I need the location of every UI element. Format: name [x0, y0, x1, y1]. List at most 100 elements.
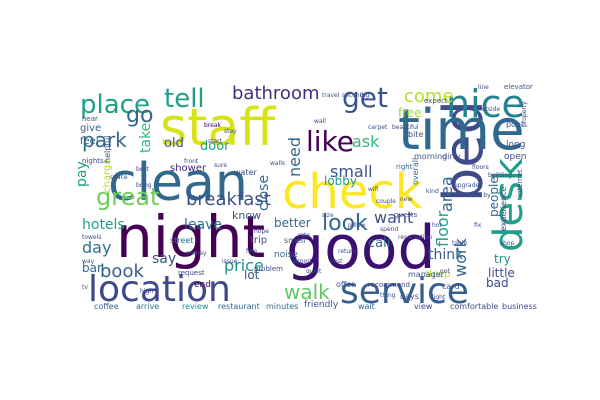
word-minutes: minutes — [266, 302, 298, 311]
word-walk: walk — [284, 280, 330, 304]
word-problem: problem — [254, 265, 283, 273]
word-bathroom: bathroom — [232, 83, 320, 104]
word-work: work — [451, 238, 470, 277]
word-leave: leave — [184, 217, 222, 233]
word-close: close — [256, 175, 272, 211]
word-good: good — [286, 213, 436, 283]
word-towels: towels — [82, 234, 101, 241]
word-best: best — [136, 166, 150, 173]
word-size: size — [322, 212, 334, 219]
word-say: say — [152, 251, 176, 267]
word-clean: clean — [108, 153, 248, 213]
word-think: think — [428, 247, 464, 263]
word-take: take — [138, 123, 154, 153]
word-card: card — [442, 282, 460, 291]
word-break: break — [204, 122, 222, 129]
word-free: free — [398, 106, 422, 120]
word-staff: staff — [160, 98, 276, 158]
word-second: second — [342, 92, 364, 99]
word-pool: pool — [506, 120, 523, 129]
word-quiet: quiet — [306, 268, 322, 275]
word-property: property — [521, 101, 528, 127]
word-walls: walls — [270, 160, 285, 167]
word-upgrade: upgrade — [454, 182, 479, 189]
word-arrive: arrive — [136, 302, 159, 311]
word-building: building — [488, 172, 512, 179]
word-way: way — [82, 258, 95, 265]
word-expect: expect — [424, 97, 448, 105]
word-location: location — [88, 269, 231, 310]
word-business: business — [502, 302, 537, 311]
word-book: book — [100, 261, 144, 282]
word-floor: floor — [433, 210, 452, 247]
word-return: return — [338, 248, 357, 255]
word-need: need — [285, 137, 304, 177]
word-carpet: carpet — [368, 124, 388, 131]
word-nice: nice — [446, 82, 525, 126]
word-open: open — [504, 152, 526, 162]
word-tell: tell — [164, 84, 205, 114]
word-review: review — [182, 302, 209, 311]
word-start: start — [208, 138, 223, 145]
word-guests: guests — [394, 211, 418, 219]
word-hope: hope — [254, 228, 269, 235]
word-rate: rate — [298, 232, 310, 239]
word-know: know — [232, 209, 261, 222]
word-high: high — [140, 288, 153, 295]
word-light: light — [432, 294, 446, 301]
word-not: not — [440, 268, 450, 275]
word-sleep: sleep — [424, 269, 451, 280]
word-better: better — [274, 216, 311, 230]
word-manager: manager — [408, 270, 445, 279]
word-get: get — [342, 81, 388, 114]
word-bar: bar — [82, 261, 102, 275]
word-line: line — [478, 84, 489, 91]
word-elevator: elevator — [504, 83, 533, 91]
word-wait: wait — [358, 302, 375, 311]
word-shop: shop — [500, 240, 515, 247]
word-hotels: hotels — [82, 217, 125, 233]
word-day: day — [82, 238, 111, 257]
word-little: little — [488, 266, 515, 280]
word-close-by: close by — [466, 192, 491, 199]
word-trip: trip — [250, 235, 267, 246]
word-long: long — [506, 140, 525, 150]
word-place: place — [80, 90, 150, 120]
word-area: area — [437, 176, 456, 212]
word-view: view — [414, 302, 433, 311]
word-night: night — [116, 203, 265, 271]
word-offer: offer — [336, 280, 355, 289]
word-pay: pay — [74, 161, 90, 187]
word-stay: stay — [224, 128, 237, 135]
word-couple: couple — [376, 198, 396, 205]
word-table: table — [452, 240, 468, 247]
word-space: space — [110, 174, 128, 181]
word-water: water — [234, 168, 258, 177]
word-smell: smell — [284, 236, 305, 245]
word-issue: issue — [222, 258, 238, 265]
word-small: small — [330, 162, 373, 181]
word-helpful: helpful — [103, 136, 112, 163]
word-spend: spend — [380, 226, 398, 233]
word-internet: internet — [516, 169, 524, 197]
word-want: want — [374, 208, 413, 227]
word-call: call — [368, 236, 390, 251]
word-fine: fine — [246, 248, 258, 255]
word-give: give — [80, 123, 101, 134]
word-desk: desk — [486, 157, 532, 252]
word-request: request — [178, 269, 205, 277]
word-feel: feel — [80, 136, 99, 147]
word-pillow: pillow — [348, 222, 365, 229]
word-bite: bite — [408, 130, 423, 139]
word-kind: kind — [426, 188, 439, 195]
word-old: old — [164, 136, 184, 151]
word-hot: hot — [432, 222, 442, 229]
word-bed: bed — [432, 100, 495, 202]
word-lot: lot — [244, 268, 260, 282]
word-street: street — [170, 236, 193, 245]
word-charge: charge — [102, 159, 113, 193]
word-money: money — [186, 250, 207, 257]
word-lobby: lobby — [324, 174, 357, 188]
word-check: check — [282, 164, 423, 220]
